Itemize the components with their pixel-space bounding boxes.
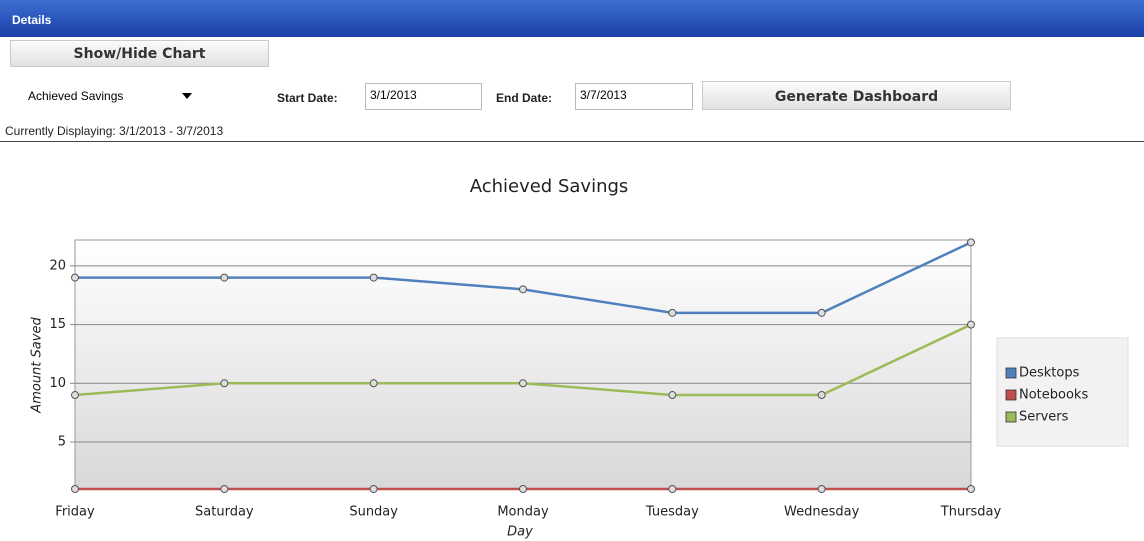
divider <box>0 141 1144 142</box>
point <box>668 391 677 400</box>
legend <box>996 337 1129 447</box>
y-tick-label: 20 <box>49 258 66 273</box>
point <box>519 285 527 294</box>
legend-label: Desktops <box>1019 366 1080 381</box>
point <box>668 485 677 493</box>
legend-swatch <box>1005 389 1017 401</box>
point <box>71 485 79 493</box>
x-tick-label: Wednesday <box>784 505 860 520</box>
end-input[interactable]: 3/7/2013 <box>575 83 693 110</box>
generate-button[interactable]: Generate Dashboard <box>702 81 1011 110</box>
point <box>519 379 527 388</box>
point <box>369 273 378 282</box>
y-tick-label: 15 <box>49 317 66 332</box>
legend-label: Servers <box>1019 410 1069 425</box>
x-axis-label: Day <box>507 525 533 540</box>
point <box>220 485 229 493</box>
point <box>817 391 826 400</box>
dropdown[interactable]: Achieved Savings <box>20 84 200 108</box>
point <box>967 320 975 329</box>
point <box>668 308 677 317</box>
y-tick-label: 5 <box>58 435 66 450</box>
start-input[interactable]: 3/1/2013 <box>365 83 482 110</box>
x-tick-label: Thursday <box>940 505 1002 520</box>
chart: Achieved Savings Day Amount Saved 5 10 15 2… <box>30 176 1129 540</box>
header-title: Details <box>0 0 1144 37</box>
toggle-button[interactable]: Show/Hide Chart <box>10 40 269 67</box>
x-tick-label: Tuesday <box>645 505 699 520</box>
x-tick-label: Sunday <box>349 505 398 520</box>
point <box>369 485 378 493</box>
point <box>71 273 79 282</box>
legend-label: Notebooks <box>1019 388 1088 403</box>
x-tick-label: Saturday <box>195 505 254 520</box>
start-label: Start Date: <box>277 91 338 105</box>
x-tick-label: Monday <box>497 505 549 520</box>
point <box>71 391 79 400</box>
chart-title: Achieved Savings <box>470 176 629 197</box>
x-tick-label: Friday <box>55 505 95 520</box>
point <box>817 308 826 317</box>
end-label: End Date: <box>496 91 553 105</box>
dropdown-value: Achieved Savings <box>28 89 124 103</box>
y-tick-label: 10 <box>49 376 66 391</box>
point <box>817 485 826 493</box>
legend-swatch <box>1005 367 1017 379</box>
point <box>220 273 229 282</box>
point <box>519 485 527 493</box>
point <box>220 379 229 388</box>
dropdown-arrow <box>182 93 192 99</box>
point <box>967 238 975 247</box>
legend-swatch <box>1005 411 1017 423</box>
point <box>369 379 378 388</box>
point <box>967 485 975 493</box>
status-text: Currently Displaying: 3/1/2013 - 3/7/201… <box>5 124 224 138</box>
y-axis-label: Amount Saved <box>30 317 45 414</box>
